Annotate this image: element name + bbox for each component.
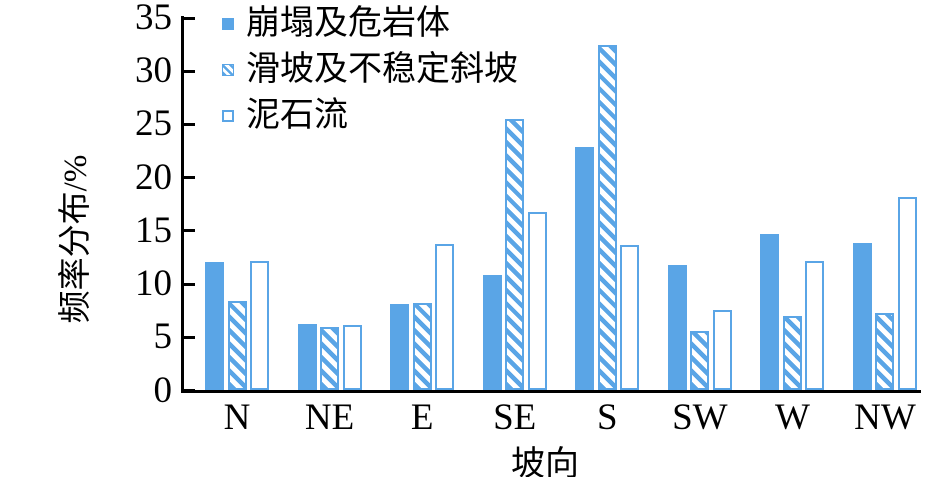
x-category-label-E: E xyxy=(410,397,434,438)
hatched-square-icon xyxy=(222,64,234,76)
x-category-label-W: W xyxy=(774,397,810,438)
bar-solid-S xyxy=(575,147,595,390)
bar-solid-SE xyxy=(482,275,502,390)
y-tick-35 xyxy=(184,16,195,20)
y-axis-line xyxy=(181,16,184,393)
bar-solid-NW xyxy=(852,243,872,390)
y-tick-10 xyxy=(184,282,195,286)
x-category-label-S: S xyxy=(596,397,618,438)
solid-square-icon xyxy=(222,18,234,30)
legend-label: 滑坡及不稳定斜坡 xyxy=(246,51,518,88)
y-tick-label-20: 20 xyxy=(135,156,172,198)
y-tick-label-5: 5 xyxy=(153,316,173,358)
bar-hatched-NE xyxy=(320,327,340,390)
x-axis-line xyxy=(181,390,921,393)
y-tick-15 xyxy=(184,229,195,233)
bar-solid-SW xyxy=(667,265,687,390)
legend-item-debris-flow: 泥石流 xyxy=(222,93,518,139)
x-category-label-SE: SE xyxy=(493,397,537,438)
y-tick-label-0: 0 xyxy=(153,369,173,411)
bar-outline-E xyxy=(435,244,455,390)
x-category-label-N: N xyxy=(223,397,251,438)
bar-outline-SW xyxy=(712,310,732,390)
x-category-label-SW: SW xyxy=(672,397,728,438)
y-tick-5 xyxy=(184,335,195,339)
bar-hatched-N xyxy=(227,300,247,390)
bar-outline-NE xyxy=(342,325,362,390)
y-tick-label-35: 35 xyxy=(135,0,172,38)
bar-solid-W xyxy=(760,233,780,390)
bar-solid-E xyxy=(390,303,410,390)
legend-label: 崩塌及危岩体 xyxy=(246,5,450,42)
bar-hatched-SE xyxy=(505,118,525,390)
bar-solid-N xyxy=(205,262,224,390)
bar-outline-N xyxy=(250,261,269,390)
bar-hatched-E xyxy=(412,302,432,390)
legend-item-landslide: 滑坡及不稳定斜坡 xyxy=(222,47,518,93)
bar-hatched-NW xyxy=(875,313,895,390)
y-tick-30 xyxy=(184,69,195,73)
y-tick-20 xyxy=(184,176,195,180)
y-tick-25 xyxy=(184,122,195,126)
y-tick-label-30: 30 xyxy=(135,50,172,92)
y-tick-label-10: 10 xyxy=(135,263,172,305)
bar-outline-W xyxy=(805,261,825,390)
bar-hatched-SW xyxy=(690,331,710,390)
y-axis-title: 频率分布/% xyxy=(58,154,94,324)
bar-outline-S xyxy=(620,245,640,390)
legend: 崩塌及危岩体 滑坡及不稳定斜坡 泥石流 xyxy=(222,1,518,139)
x-axis-title: 坡向 xyxy=(511,446,579,477)
bar-outline-SE xyxy=(527,212,547,390)
x-category-label-NW: NW xyxy=(854,397,916,438)
bar-solid-NE xyxy=(297,324,317,390)
y-tick-label-15: 15 xyxy=(135,209,172,251)
y-tick-label-25: 25 xyxy=(135,103,172,145)
y-tick-0 xyxy=(184,389,195,392)
bar-hatched-W xyxy=(782,315,802,390)
legend-label: 泥石流 xyxy=(246,97,348,134)
bar-hatched-S xyxy=(597,45,617,390)
open-square-icon xyxy=(222,110,234,122)
x-category-label-NE: NE xyxy=(304,397,355,438)
legend-item-collapse: 崩塌及危岩体 xyxy=(222,1,518,47)
bar-outline-NW xyxy=(897,197,917,390)
